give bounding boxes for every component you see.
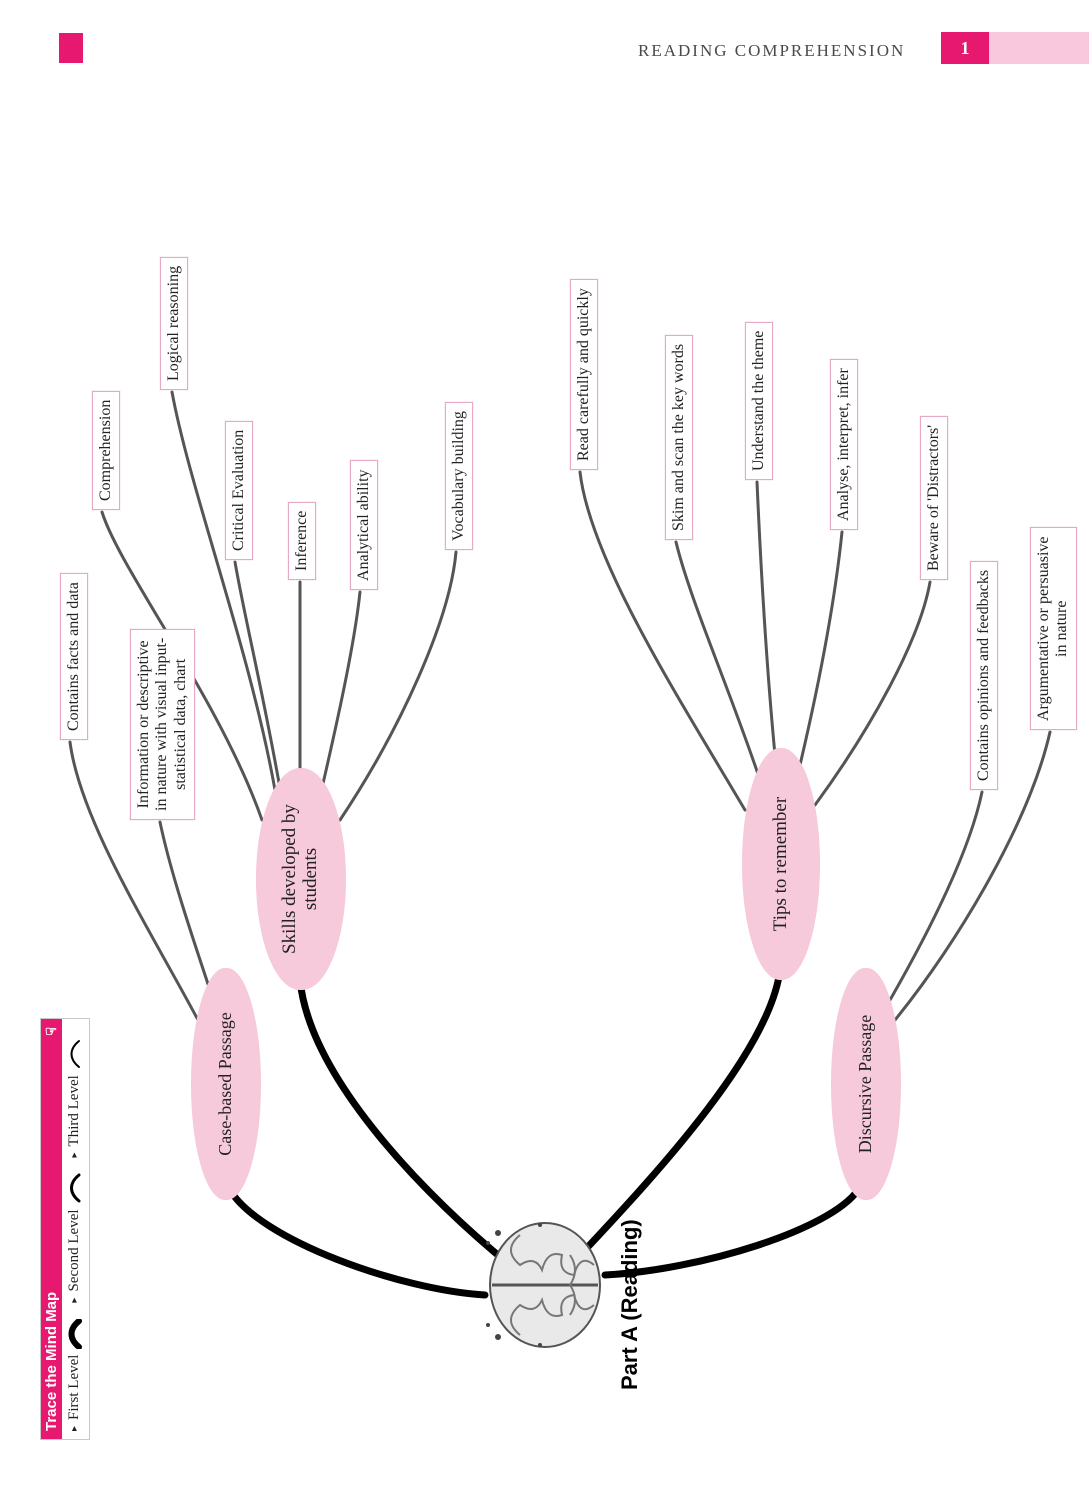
edge-tips-leaf-4 (815, 582, 930, 805)
header-accent-square (59, 33, 83, 63)
page-number: 1 (941, 32, 1089, 64)
leaf-casebased-1: Information or descriptivein nature with… (130, 629, 195, 820)
page-number-tail (989, 32, 1089, 64)
leaf-skills-4: Analytical ability (350, 460, 378, 590)
leaf-tips-4: Beware of 'Distractors' (920, 416, 948, 580)
leaf-discursive-0: Contains opinions and feedbacks (970, 561, 998, 790)
edge-tips-leaf-0 (580, 472, 745, 810)
pointer-icon: ☟ (43, 1027, 60, 1036)
edge-tips-leaf-3 (800, 532, 842, 765)
edge-skills-trunk (300, 980, 510, 1265)
node-tips: Tips to remember (742, 748, 820, 980)
edge-casebased-leaf-1 (160, 822, 210, 990)
leaf-skills-0: Comprehension (92, 391, 120, 510)
leaf-skills-2: Critical Evaluation (225, 421, 253, 560)
leaf-skills-1: Logical reasoning (160, 257, 188, 390)
node-skills: Skills developed bystudents (256, 768, 346, 990)
edge-casebased-leaf-0 (70, 742, 198, 1020)
mindmap-viewport: Part A (Reading) Skills developed bystude… (0, 0, 1091, 1500)
page-title: READING COMPREHENSION (638, 41, 905, 61)
edge-tips-leaf-2 (757, 482, 775, 755)
legend: Trace the Mind Map☟ ▸First Level ▸Second… (40, 1018, 90, 1440)
mindmap-canvas: Part A (Reading) Skills developed bystude… (0, 0, 1091, 1500)
leaf-casebased-0: Contains facts and data (60, 573, 88, 740)
edge-tips-trunk (585, 970, 780, 1250)
legend-levels: ▸First Level ▸Second Level ▸Third Level (62, 1019, 89, 1439)
node-casebased: Case-based Passage (191, 968, 261, 1200)
edge-skills-leaf-0 (102, 512, 262, 820)
edge-skills-leaf-1 (172, 392, 275, 790)
page: READING COMPREHENSION 1 Part A (Reading)… (0, 0, 1091, 1500)
edge-discursive-leaf-1 (895, 732, 1050, 1020)
legend-level-2: ▸Third Level (66, 1039, 83, 1157)
edge-skills-leaf-2 (235, 562, 282, 800)
edge-casebased-trunk (230, 1190, 485, 1295)
leaf-discursive-1: Argumentative or persuasivein nature (1030, 527, 1077, 730)
edge-tips-leaf-1 (676, 542, 760, 780)
edge-skills-leaf-4 (322, 592, 360, 788)
node-discursive: Discursive Passage (831, 968, 901, 1200)
leaf-skills-5: Vocabulary building (445, 402, 473, 550)
mindmap-root-label: Part A (Reading) (617, 1219, 643, 1390)
edge-discursive-trunk (605, 1190, 858, 1275)
edge-skills-leaf-5 (340, 552, 456, 820)
leaf-tips-3: Analyse, interpret, infer (830, 359, 858, 530)
leaf-tips-2: Understand the theme (745, 322, 773, 480)
mindmap-edges (0, 0, 1091, 1500)
leaf-tips-0: Read carefully and quickly (570, 279, 598, 470)
leaf-skills-3: Inference (288, 502, 316, 580)
edge-discursive-leaf-0 (890, 792, 982, 1000)
brain-icon (480, 1215, 610, 1355)
leaf-tips-1: Skim and scan the key words (665, 335, 693, 540)
legend-level-1: ▸Second Level (66, 1173, 83, 1302)
legend-title: Trace the Mind Map☟ (41, 1019, 62, 1439)
page-number-value: 1 (941, 32, 989, 64)
legend-level-0: ▸First Level (66, 1319, 83, 1431)
